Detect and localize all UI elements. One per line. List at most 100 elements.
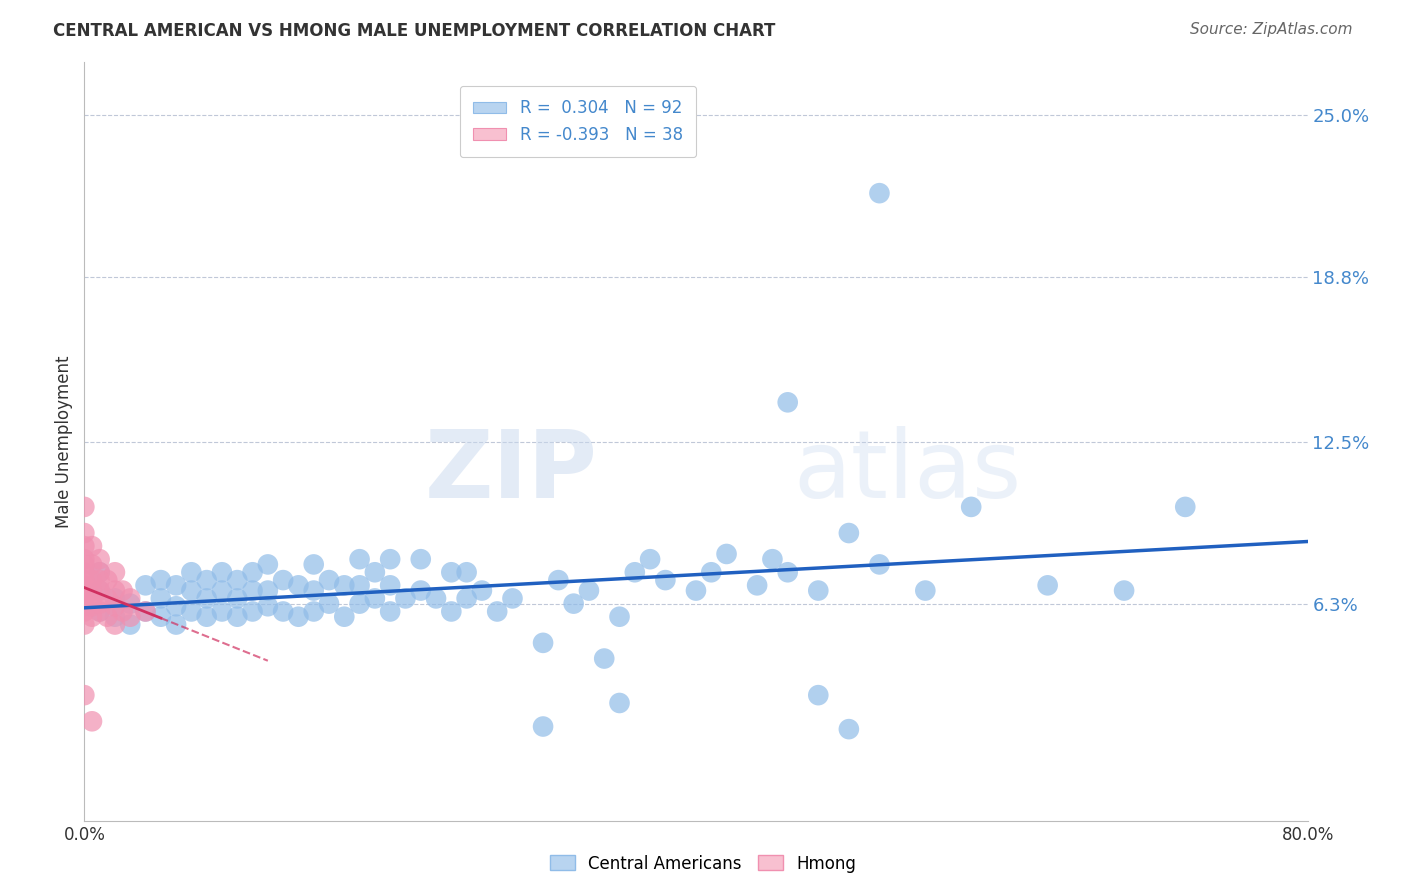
Point [456,566,478,580]
Point [211,583,233,598]
Point [700,566,723,580]
Point [89,583,111,598]
Point [89,573,111,587]
Point [135,605,157,619]
Point [562,597,585,611]
Point [165,578,187,592]
Point [593,651,616,665]
Point [685,583,707,598]
Point [180,566,202,580]
Point [747,578,769,592]
Legend: R =  0.304   N = 92, R = -0.393   N = 38: R = 0.304 N = 92, R = -0.393 N = 38 [460,86,696,157]
Point [364,591,387,606]
Point [89,605,111,619]
Point [578,583,600,598]
Point [73,558,96,572]
Text: Source: ZipAtlas.com: Source: ZipAtlas.com [1189,22,1353,37]
Point [120,609,142,624]
Point [242,566,264,580]
Point [624,566,647,580]
Point [135,578,157,592]
Point [409,583,432,598]
Point [838,526,860,541]
Point [73,591,96,606]
Point [869,558,891,572]
Point [364,566,387,580]
Point [89,597,111,611]
Point [776,566,799,580]
Point [180,583,202,598]
Point [111,583,134,598]
Point [242,605,264,619]
Point [104,599,127,614]
Point [531,636,554,650]
Point [73,688,96,702]
Point [486,605,509,619]
Point [104,583,127,598]
Point [257,599,280,614]
Point [242,583,264,598]
Point [960,500,983,514]
Point [73,573,96,587]
Point [287,578,309,592]
Point [776,395,799,409]
Point [165,599,187,614]
Point [104,566,127,580]
Point [1036,578,1059,592]
Point [531,719,554,733]
Point [302,558,325,572]
Point [73,526,96,541]
Point [120,597,142,611]
Point [440,605,463,619]
Point [502,591,524,606]
Point [333,609,356,624]
Point [440,566,463,580]
Point [349,552,371,566]
Point [96,609,118,624]
Point [456,591,478,606]
Point [287,609,309,624]
Point [547,573,569,587]
Point [135,605,157,619]
Point [302,605,325,619]
Point [89,566,111,580]
Point [149,573,172,587]
Point [104,591,127,606]
Point [302,583,325,598]
Point [349,578,371,592]
Point [211,605,233,619]
Point [394,591,416,606]
Point [104,617,127,632]
Point [73,605,96,619]
Point [73,617,96,632]
Point [609,696,631,710]
Point [869,186,891,201]
Point [380,552,402,566]
Point [89,566,111,580]
Point [96,591,118,606]
Point [80,591,103,606]
Point [318,597,340,611]
Point [609,609,631,624]
Point [89,552,111,566]
Point [73,500,96,514]
Point [80,573,103,587]
Point [96,573,118,587]
Point [271,573,294,587]
Point [73,566,96,580]
Point [120,591,142,606]
Point [195,573,218,587]
Point [80,558,103,572]
Point [333,578,356,592]
Point [807,688,830,702]
Point [471,583,494,598]
Point [149,609,172,624]
Y-axis label: Male Unemployment: Male Unemployment [55,355,73,528]
Point [73,578,96,592]
Point [73,539,96,553]
Point [80,539,103,553]
Point [380,578,402,592]
Point [104,609,127,624]
Point [73,599,96,614]
Point [111,605,134,619]
